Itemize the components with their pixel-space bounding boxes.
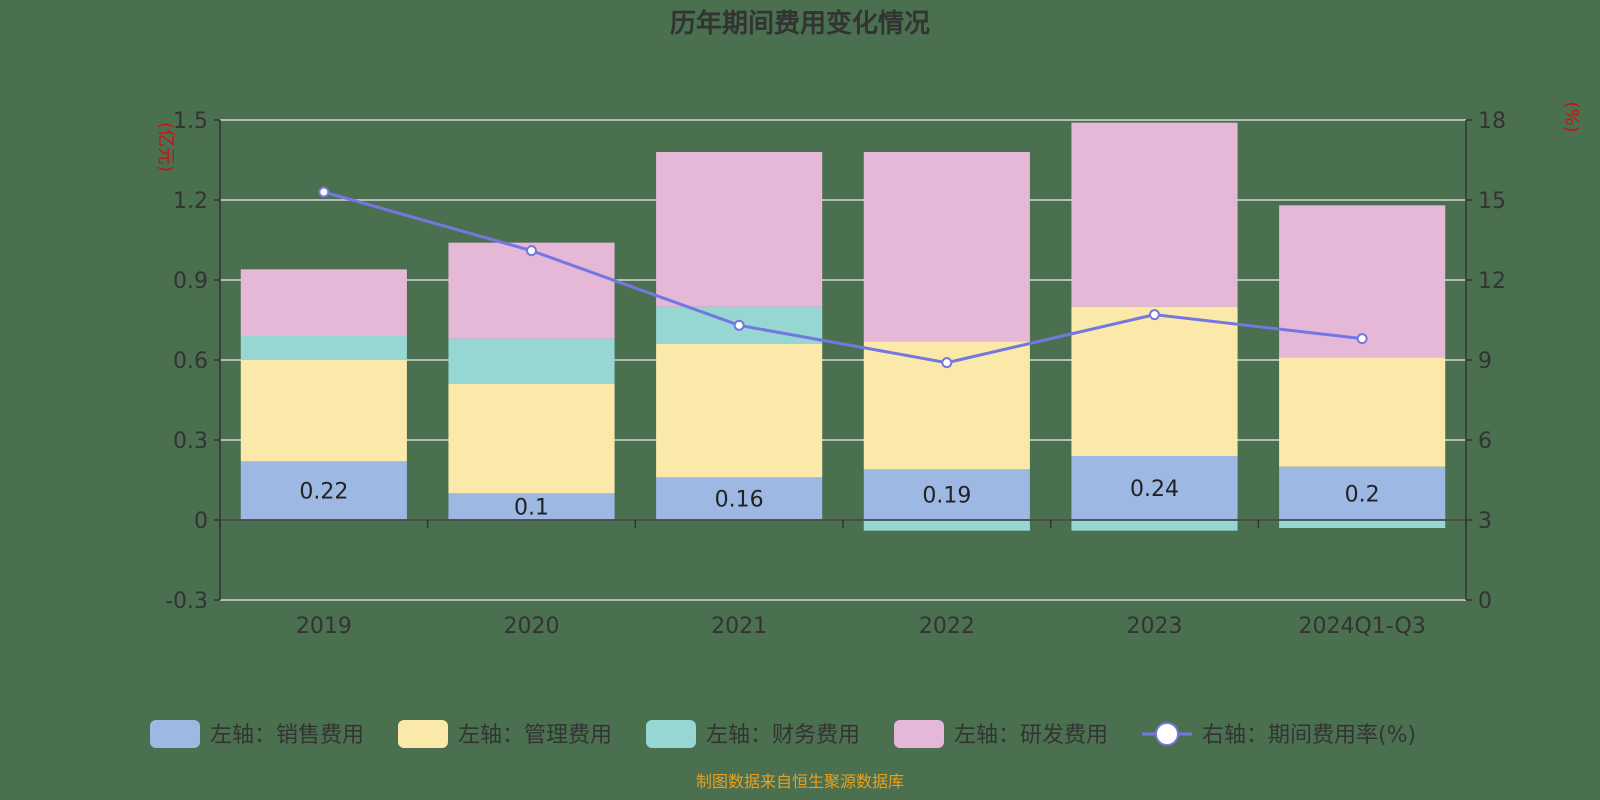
bar-segment-3 — [863, 520, 1030, 531]
left-axis-tick-label: 0.6 — [173, 349, 208, 374]
legend-label-1: 左轴：销售费用 — [210, 723, 364, 748]
left-axis-tick-label: 0.9 — [173, 269, 208, 294]
legend-marker — [1155, 722, 1179, 746]
bar-segment-2 — [240, 360, 407, 462]
bar-segment-3 — [1279, 520, 1446, 528]
bar-segment-1 — [1279, 466, 1446, 520]
line-point — [526, 245, 537, 257]
data-label: 0.16 — [715, 488, 764, 513]
legend-label-4: 左轴：研发费用 — [954, 723, 1108, 748]
bar-segment-4 — [240, 269, 407, 336]
data-label: 0.2 — [1345, 482, 1380, 507]
legend-swatch-1 — [150, 720, 200, 748]
line-series — [318, 186, 1368, 369]
legend-label-3: 左轴：财务费用 — [706, 723, 860, 748]
left-axis-tick-label: 1.2 — [173, 189, 208, 214]
legend: 左轴：销售费用 左轴：管理费用 左轴：财务费用 左轴：研发费用 右轴：期间费用率(%) — [150, 720, 1416, 748]
left-axis-unit: (亿元) — [155, 122, 176, 172]
right-axis-tick-label: 18 — [1478, 109, 1506, 134]
bar-segment-4 — [656, 152, 823, 307]
bar-segment-1 — [863, 469, 1030, 520]
bar-segment-2 — [1279, 357, 1446, 467]
bar-segment-4 — [863, 152, 1030, 342]
source-note: 制图数据来自恒生聚源数据库 — [696, 772, 904, 791]
data-label: 0.19 — [922, 484, 971, 509]
category-label: 2020 — [504, 614, 560, 639]
chart-title: 历年期间费用变化情况 — [670, 8, 930, 39]
legend-swatch-3 — [646, 720, 696, 748]
legend-label-5: 右轴：期间费用率(%) — [1202, 723, 1416, 748]
category-label: 2019 — [296, 614, 352, 639]
legend-swatch-2 — [398, 720, 448, 748]
right-axis-tick-label: 0 — [1478, 589, 1492, 614]
category-label: 2021 — [711, 614, 767, 639]
bar-segment-1 — [448, 493, 615, 520]
right-axis-unit: (%) — [1561, 101, 1582, 132]
data-label: 0.1 — [514, 496, 549, 521]
bar-series — [240, 122, 1446, 531]
legend-swatch-4 — [894, 720, 944, 748]
line-point — [733, 319, 745, 331]
bar-segment-4 — [448, 242, 615, 339]
line-point — [318, 186, 330, 198]
line-point — [1356, 333, 1368, 345]
legend-label-2: 左轴：管理费用 — [458, 723, 612, 748]
category-label: 2022 — [919, 614, 975, 639]
data-label: 0.24 — [1130, 477, 1179, 502]
right-axis-tick-label: 6 — [1478, 429, 1492, 454]
bar-segment-2 — [448, 384, 615, 494]
bar-segment-4 — [1071, 122, 1238, 307]
bar-segment-1 — [1071, 456, 1238, 520]
grid-lines — [220, 119, 1466, 601]
line-point — [941, 357, 953, 369]
bar-segment-1 — [656, 477, 823, 520]
category-label: 2023 — [1127, 614, 1183, 639]
left-axis-tick-label: 0.3 — [173, 429, 208, 454]
line-path — [323, 190, 1363, 365]
bar-segment-3 — [1071, 520, 1238, 531]
right-axis-tick-label: 3 — [1478, 509, 1492, 534]
left-axis-tick-label: -0.3 — [165, 589, 208, 614]
bar-segment-3 — [240, 336, 407, 360]
bar-segment-1 — [240, 461, 407, 520]
data-labels: 0.22 0.1 0.16 0.19 0.24 0.2 — [299, 477, 1379, 521]
bar-segment-2 — [1071, 306, 1238, 456]
left-axis-tick-label: 0 — [194, 509, 208, 534]
category-label: 2024Q1-Q3 — [1298, 614, 1425, 639]
bar-segment-2 — [656, 344, 823, 478]
bar-segment-3 — [448, 338, 615, 384]
right-axis-tick-label: 9 — [1478, 349, 1492, 374]
axes: 1.5 1.2 0.9 0.6 0.3 0 -0.3 18 15 12 9 6 3 0 2019 2020 20… — [165, 109, 1506, 639]
data-label: 0.22 — [299, 480, 348, 505]
left-axis-tick-label: 1.5 — [173, 109, 208, 134]
right-axis-tick-label: 12 — [1478, 269, 1506, 294]
right-axis-tick-label: 15 — [1478, 189, 1506, 214]
line-point — [1149, 309, 1160, 321]
